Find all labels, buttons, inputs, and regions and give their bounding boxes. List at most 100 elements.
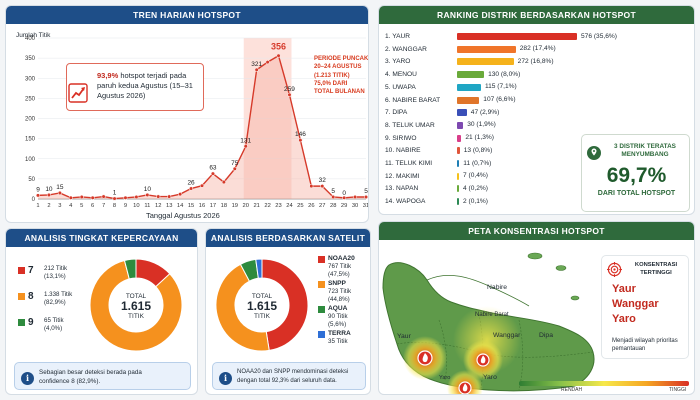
trend-point (112, 196, 117, 201)
trend-point (210, 171, 215, 176)
scale-low-label: RENDAH (561, 387, 583, 393)
data-label: 63 (209, 165, 217, 172)
confidence-level: 9 (28, 317, 34, 328)
ranking-value: 11 (0,7%) (463, 159, 492, 167)
donut-slice (123, 258, 137, 280)
trend-point (156, 194, 161, 199)
ranking-district-label: 11. TELUK KIMI (385, 160, 433, 167)
confidence-panel-title: ANALISIS TINGKAT KEPERCAYAAN (CONFIDENCE… (6, 229, 197, 261)
daily-trend-panel: TREN HARIAN HOTSPOT Jumlah Titik 0 50 100 1… (5, 5, 369, 223)
district-ranking-panel: RANKING DISTRIK BERDASARKAN HOTSPOT 1. Y… (378, 5, 695, 215)
ranking-value: 47 (2,9%) (470, 108, 500, 116)
confidence-info-box: i Sebagian besar deteksi berada pada conf… (14, 362, 191, 390)
confidence-total: TOTAL 1.615 TITIK (120, 293, 152, 320)
map-label-yaro: Yaro (483, 374, 497, 381)
satellite-detail: 90 Titik (5,6%) (328, 313, 348, 328)
trend-point (189, 186, 194, 191)
scale-high-label: TINGGI (669, 387, 687, 393)
ranking-district-label: 4. MENOU (385, 71, 417, 79)
y-tick-label: 50 (28, 177, 35, 183)
top3-summary-card: 3 DISTRIK TERATAS MENYUMBANG 69,7% DARI … (581, 134, 690, 212)
ranking-bar (457, 109, 467, 117)
top-district-2: Wanggar (612, 298, 659, 310)
trend-panel-title: TREN HARIAN HOTSPOT (6, 6, 368, 24)
ranking-bar (457, 45, 516, 53)
satellite-detail: 723 Titik (44,8%) (328, 288, 352, 303)
trend-point (331, 194, 336, 200)
satellite-name: NOAA20 (328, 255, 355, 262)
concentration-subtitle: Menjadi wilayah prioritas pemantauan (612, 338, 678, 352)
trend-point (243, 144, 248, 149)
ranking-bar (457, 198, 459, 206)
x-tick-label: 26 (308, 203, 314, 209)
trend-point (101, 194, 106, 199)
data-label: 1 (113, 190, 117, 197)
x-tick-label: 29 (341, 203, 347, 209)
map-label-nabire: Nabire (487, 284, 508, 291)
legend-swatch (318, 256, 325, 263)
confidence-level: 7 (28, 265, 34, 276)
ranking-bar (457, 33, 577, 40)
satellite-analysis-panel: ANALISIS BERDASARKAN SATELIT TOTAL 1.615… (205, 228, 371, 395)
fire-marker-yaur-icon (417, 350, 433, 366)
trend-point (320, 184, 325, 189)
y-tick-label: 300 (25, 76, 36, 82)
y-tick-label: 350 (25, 56, 36, 62)
ranking-value: 576 (35,6%) (581, 32, 617, 40)
top-district-1: Yaur (612, 283, 636, 295)
ranking-district-label: 5. UWAPA (385, 83, 416, 91)
x-tick-label: 16 (199, 203, 205, 209)
ranking-value: 21 (1,3%) (465, 134, 494, 142)
ranking-value: 30 (1,9%) (467, 121, 496, 129)
x-tick-label: 15 (188, 203, 194, 209)
satellite-detail: 767 Titik (47,5%) (328, 263, 352, 278)
legend-swatch (18, 319, 25, 326)
x-tick-label: 18 (221, 203, 227, 209)
highest-concentration-card: KONSENTRASI TERTINGGI Yaur Wanggar Yaro … (601, 255, 689, 359)
satellite-info-box: i NOAA20 dan SNPP mendominasi deteksi den… (212, 362, 366, 390)
trend-point (167, 194, 172, 199)
x-tick-label: 5 (80, 203, 83, 209)
trend-point (46, 192, 51, 198)
ranking-value: 115 (7,1%) (484, 83, 517, 91)
ranking-bar (457, 147, 460, 155)
top-district-3: Yaro (612, 313, 636, 325)
concentration-title: KONSENTRASI TERTINGGI (634, 262, 678, 276)
info-icon: i (219, 372, 232, 385)
confidence-count: 212 Titik (13,1%) (44, 265, 68, 280)
data-label: 321 (251, 61, 262, 68)
satellite-total: TOTAL 1.615 TITIK (246, 293, 278, 320)
ranking-bar (457, 58, 514, 66)
trend-point (134, 194, 139, 200)
ranking-bar (457, 172, 459, 180)
x-tick-label: 30 (352, 203, 358, 209)
x-tick-label: 10 (133, 203, 139, 209)
ranking-district-label: 3. YARO (385, 58, 411, 66)
trend-point (363, 194, 368, 200)
x-tick-label: 9 (124, 203, 127, 209)
hotspot-map-panel: PETA KONSENTRASI HOTSPOT (378, 221, 695, 395)
data-label: 10 (144, 186, 152, 193)
satellite-name: SNPP (328, 280, 346, 287)
x-tick-label: 6 (91, 203, 94, 209)
top3-percent: 69,7% (606, 164, 667, 187)
trend-point (353, 194, 358, 200)
ranking-bar (457, 96, 480, 104)
trend-point (254, 67, 259, 72)
second-half-note: 93,9% hotspot terjadi pada paruh kedua A… (66, 63, 204, 111)
ranking-bar (457, 134, 462, 142)
legend-swatch (18, 267, 25, 274)
y-tick-label: 100 (25, 157, 36, 163)
x-tick-label: 28 (330, 203, 336, 209)
target-icon (607, 262, 622, 277)
data-label: 356 (271, 42, 286, 52)
trend-point (79, 194, 84, 200)
data-label: 26 (187, 180, 195, 187)
x-axis-title: Tanggal Agustus 2026 (146, 211, 220, 220)
ranking-bar (457, 160, 460, 167)
trend-point (68, 195, 73, 200)
ranking-value: 2 (0,1%) (463, 197, 488, 205)
top3-subtitle: DARI TOTAL HOTSPOT (597, 190, 676, 197)
confidence-level: 8 (28, 291, 34, 302)
